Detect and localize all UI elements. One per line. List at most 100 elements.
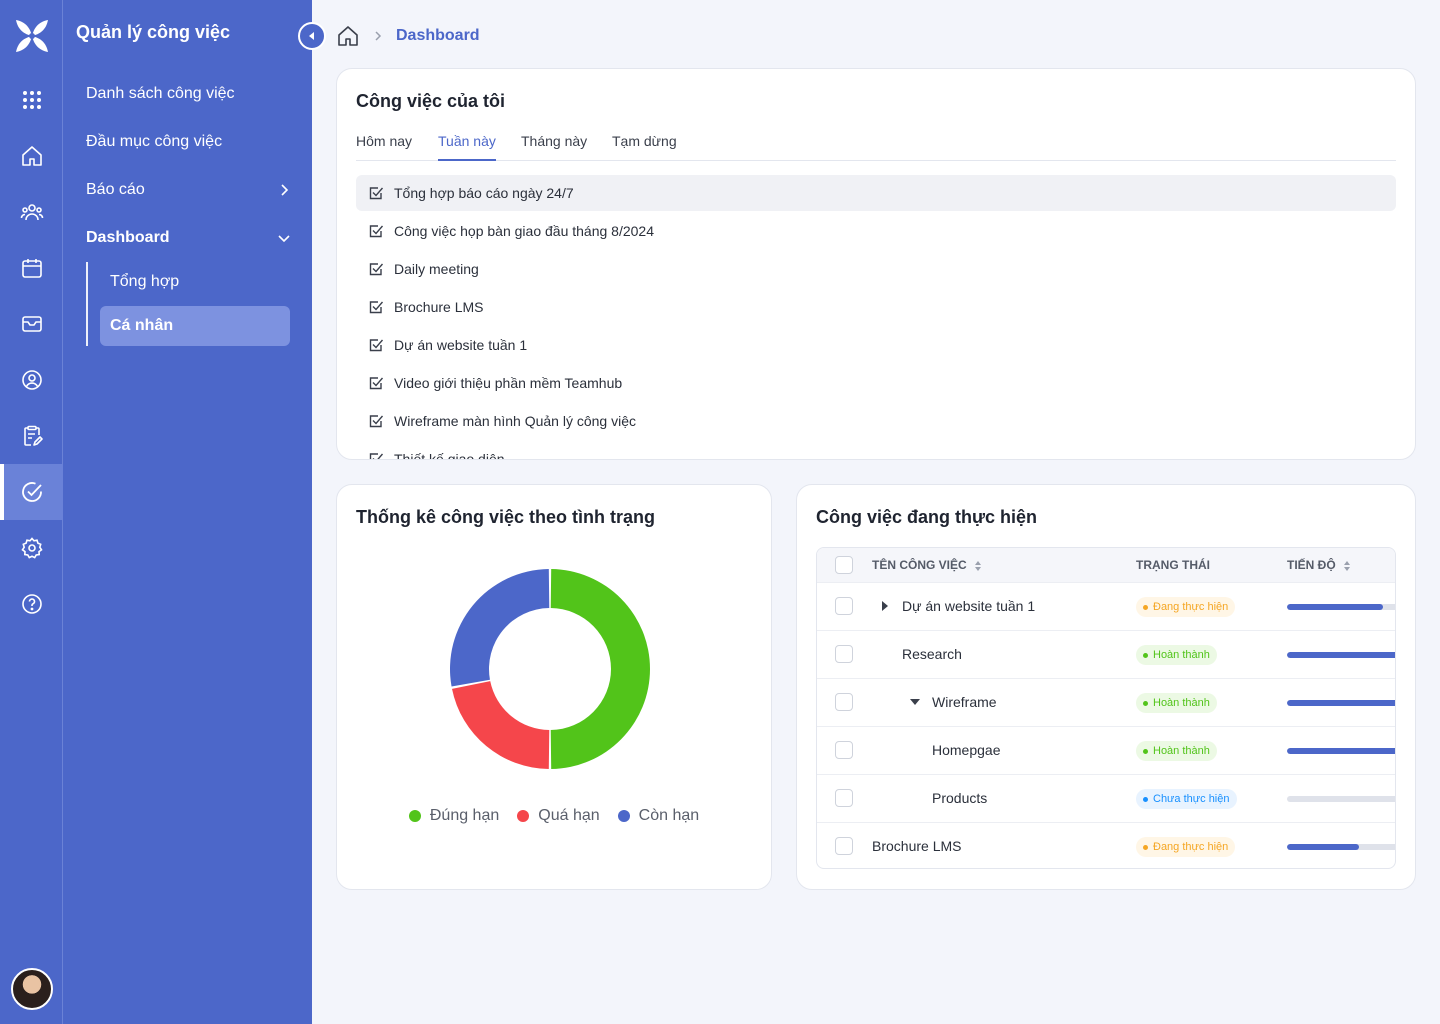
donut-slice[interactable]	[452, 681, 550, 769]
legend-label: Đúng hạn	[429, 807, 500, 824]
home-icon[interactable]	[0, 128, 63, 184]
task-list: Tổng hợp báo cáo ngày 24/7 Công việc họp…	[356, 175, 1396, 459]
status-badge: Đang thực hiện	[1136, 837, 1236, 857]
checkbox-checked-icon	[369, 263, 384, 276]
legend-dot	[617, 810, 630, 822]
collapse-sidebar-button[interactable]	[298, 22, 326, 50]
task-label: Công việc họp bàn giao đầu tháng 8/2024	[394, 223, 654, 239]
caret-down-icon[interactable]	[910, 697, 920, 707]
task-name: Brochure LMS	[872, 838, 962, 854]
check-circle-icon[interactable]	[0, 464, 63, 520]
table-row[interactable]: Homepgae Hoàn thành	[817, 726, 1395, 774]
task-label: Video giới thiệu phần mềm Teamhub	[394, 375, 623, 391]
sidebar-menu: Quản lý công việc Danh sách công việc Đầ…	[63, 0, 312, 1024]
status-label: Hoàn thành	[1153, 697, 1210, 709]
list-item[interactable]: Brochure LMS	[356, 289, 1396, 325]
user-circle-icon[interactable]	[0, 352, 63, 408]
list-item[interactable]: Công việc họp bàn giao đầu tháng 8/2024	[356, 213, 1396, 249]
table-row[interactable]: Dự án website tuần 1 Đang thực hiện	[817, 582, 1395, 630]
task-label: Brochure LMS	[394, 299, 484, 315]
task-name: Research	[902, 646, 962, 662]
clipboard-edit-icon[interactable]	[0, 408, 63, 464]
status-dot	[1143, 652, 1148, 658]
legend-label: Còn hạn	[638, 807, 700, 824]
icon-rail	[0, 0, 63, 1024]
table-header: TÊN CÔNG VIỆC TRẠNG THÁI TIẾN ĐỘ	[817, 548, 1395, 582]
sidebar-item-task-list[interactable]: Danh sách công việc	[86, 78, 292, 110]
in-progress-card: Công việc đang thực hiện TÊN CÔNG VIỆC T…	[796, 484, 1416, 890]
legend-item[interactable]: Quá hạn	[517, 807, 600, 825]
row-checkbox[interactable]	[835, 741, 853, 759]
sidebar-item-task-categories[interactable]: Đầu mục công việc	[86, 126, 292, 158]
tab-today[interactable]: Hôm nay	[356, 133, 413, 149]
calendar-icon[interactable]	[0, 240, 63, 296]
tab-paused[interactable]: Tạm dừng	[612, 133, 677, 149]
table-row[interactable]: Products Chưa thực hiện	[817, 774, 1395, 822]
sidebar-item-reports[interactable]: Báo cáo	[86, 174, 292, 206]
task-name: Dự án website tuần 1	[902, 598, 1036, 614]
sidebar-subitem-label: Tổng hợp	[110, 273, 180, 290]
list-item[interactable]: Wireframe màn hình Quản lý công việc	[356, 403, 1396, 439]
sidebar-item-label: Đầu mục công việc	[86, 133, 223, 150]
progress-bar	[1287, 700, 1395, 706]
card-title: Thống kê công việc theo tình trạng	[356, 507, 656, 527]
avatar[interactable]	[11, 968, 53, 1010]
sidebar-subitem-personal[interactable]: Cá nhân	[100, 306, 290, 346]
status-label: Hoàn thành	[1153, 649, 1210, 661]
my-tasks-card: Công việc của tôi Hôm nay Tuần này Tháng…	[336, 68, 1416, 460]
progress-fill	[1287, 604, 1383, 610]
table-row[interactable]: Brochure LMS Đang thực hiện	[817, 822, 1395, 868]
sidebar-item-label: Báo cáo	[86, 181, 145, 198]
donut-slice[interactable]	[450, 569, 550, 687]
status-stats-card: Thống kê công việc theo tình trạng Đúng …	[336, 484, 772, 890]
legend-item[interactable]: Còn hạn	[617, 807, 700, 825]
column-header-progress[interactable]: TIẾN ĐỘ	[1287, 558, 1351, 572]
chevron-right-icon	[375, 31, 382, 41]
column-header-name[interactable]: TÊN CÔNG VIỆC	[872, 558, 982, 572]
sidebar-item-dashboard[interactable]: Dashboard	[86, 222, 292, 254]
task-table: TÊN CÔNG VIỆC TRẠNG THÁI TIẾN ĐỘ Dự án w…	[816, 547, 1396, 869]
table-row[interactable]: Wireframe Hoàn thành	[817, 678, 1395, 726]
list-item[interactable]: Tổng hợp báo cáo ngày 24/7	[356, 175, 1396, 211]
home-icon[interactable]	[336, 24, 360, 48]
select-all-checkbox[interactable]	[835, 556, 853, 574]
table-row[interactable]: Research Hoàn thành	[817, 630, 1395, 678]
task-name-cell: Dự án website tuần 1	[882, 598, 1036, 614]
logo-icon[interactable]	[12, 16, 52, 56]
list-item[interactable]: Daily meeting	[356, 251, 1396, 287]
app-title: Quản lý công việc	[76, 22, 231, 42]
tab-this-month[interactable]: Tháng này	[521, 133, 588, 149]
legend-dot	[517, 810, 530, 822]
card-title: Công việc đang thực hiện	[816, 507, 1038, 527]
users-icon[interactable]	[0, 184, 63, 240]
list-item[interactable]: Dự án website tuần 1	[356, 327, 1396, 363]
list-item[interactable]: Thiết kế giao diện	[356, 441, 1396, 459]
row-checkbox[interactable]	[835, 693, 853, 711]
status-badge: Hoàn thành	[1136, 693, 1217, 713]
row-checkbox[interactable]	[835, 789, 853, 807]
breadcrumb-current[interactable]: Dashboard	[396, 27, 480, 44]
list-item[interactable]: Video giới thiệu phần mềm Teamhub	[356, 365, 1396, 401]
sort-icon	[1344, 560, 1351, 571]
settings-icon[interactable]	[0, 520, 63, 576]
checkbox-checked-icon	[369, 339, 384, 352]
inbox-icon[interactable]	[0, 296, 63, 352]
legend-label: Quá hạn	[538, 807, 600, 824]
submenu-line	[86, 262, 88, 346]
row-checkbox[interactable]	[835, 597, 853, 615]
donut-slice[interactable]	[550, 569, 650, 769]
checkbox-checked-icon	[369, 377, 384, 390]
status-badge: Đang thực hiện	[1136, 597, 1236, 617]
row-checkbox[interactable]	[835, 645, 853, 663]
checkbox-checked-icon	[369, 301, 384, 314]
apps-grid-icon[interactable]	[0, 72, 63, 128]
row-checkbox[interactable]	[835, 837, 853, 855]
caret-right-icon[interactable]	[880, 601, 890, 611]
status-badge: Hoàn thành	[1136, 645, 1217, 665]
help-icon[interactable]	[0, 576, 63, 632]
chart-legend: Đúng hạn Quá hạn Còn hạn	[337, 807, 771, 825]
chevron-right-icon	[281, 184, 289, 196]
tab-this-week[interactable]: Tuần này	[438, 133, 496, 161]
legend-item[interactable]: Đúng hạn	[408, 807, 500, 825]
sidebar-subitem-summary[interactable]: Tổng hợp	[100, 262, 290, 302]
